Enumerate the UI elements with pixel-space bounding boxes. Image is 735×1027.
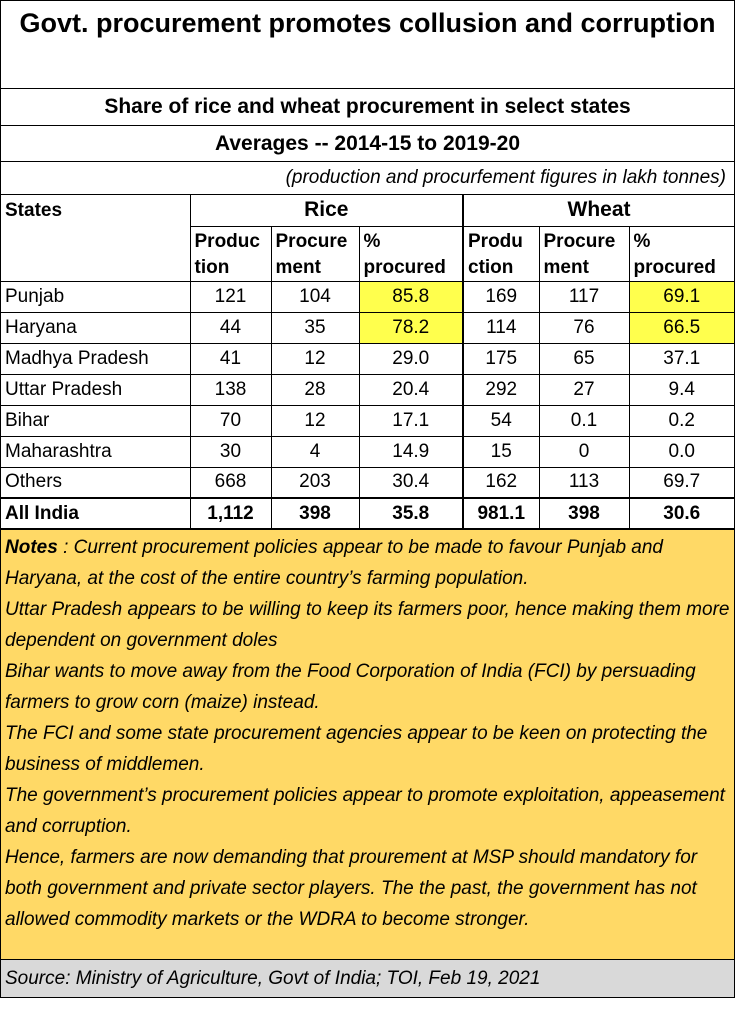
r-proc-cell: 4	[270, 436, 359, 468]
state-cell: Maharashtra	[1, 436, 190, 468]
w-prod-cell: 292	[462, 374, 539, 406]
w-proc-cell: 0.1	[538, 405, 629, 437]
r-prod-cell: 138	[189, 374, 271, 406]
header-rice-production: Produc tion	[189, 225, 271, 282]
state-cell: Punjab	[1, 281, 190, 313]
procurement-sheet: Govt. procurement promotes collusion and…	[0, 0, 735, 998]
table-row: Uttar Pradesh 138 28 20.4 292 27 9.4	[1, 374, 734, 406]
w-proc-cell: 0	[538, 436, 629, 468]
total-r-prod-cell: 1,112	[189, 497, 271, 530]
r-pct-cell: 20.4	[358, 374, 463, 406]
total-w-prod-cell: 981.1	[462, 497, 539, 530]
state-cell: Uttar Pradesh	[1, 374, 190, 406]
w-pct-cell: 66.5	[628, 312, 734, 344]
header-rice-procurement: Procure ment	[270, 225, 359, 282]
note-item: The government’s procurement policies ap…	[5, 785, 725, 837]
state-cell: Madhya Pradesh	[1, 343, 190, 375]
note-item: Bihar wants to move away from the Food C…	[5, 661, 696, 713]
table-row: Maharashtra 30 4 14.9 15 0 0.0	[1, 436, 734, 468]
header-wheat: Wheat	[462, 195, 734, 226]
header-states: States	[5, 199, 63, 221]
w-pct-cell: 69.7	[628, 467, 734, 499]
procurement-table: States Rice Wheat Produc tion Procure ment…	[1, 195, 734, 530]
r-pct-cell: 30.4	[358, 467, 463, 499]
header-rice-pct: % procured	[358, 225, 463, 282]
r-proc-cell: 28	[270, 374, 359, 406]
w-prod-cell: 54	[462, 405, 539, 437]
note-item: Hence, farmers are now demanding that pr…	[5, 847, 698, 930]
r-prod-cell: 44	[189, 312, 271, 344]
header-wheat-pct: % procured	[628, 225, 734, 282]
w-proc-cell: 65	[538, 343, 629, 375]
table-row: Haryana 44 35 78.2 114 76 66.5	[1, 312, 734, 344]
note-item: Uttar Pradesh appears to be willing to k…	[5, 599, 730, 651]
note-item: The FCI and some state procurement agenc…	[5, 723, 708, 775]
unit-note: (production and procurfement figures in …	[1, 162, 734, 195]
w-proc-cell: 113	[538, 467, 629, 499]
w-pct-cell: 69.1	[628, 281, 734, 313]
header-states-spacer	[1, 226, 190, 282]
total-r-pct-cell: 35.8	[358, 497, 463, 530]
w-proc-cell: 76	[538, 312, 629, 344]
r-pct-cell: 85.8	[358, 281, 463, 313]
w-pct-cell: 9.4	[628, 374, 734, 406]
page-title: Govt. procurement promotes collusion and…	[1, 1, 734, 89]
subtitle: Share of rice and wheat procurement in s…	[1, 89, 734, 126]
table-row: Madhya Pradesh 41 12 29.0 175 65 37.1	[1, 343, 734, 375]
header-wheat-procurement: Procure ment	[538, 225, 629, 282]
r-proc-cell: 104	[270, 281, 359, 313]
table-row: Bihar 70 12 17.1 54 0.1 0.2	[1, 405, 734, 437]
w-pct-cell: 37.1	[628, 343, 734, 375]
r-proc-cell: 203	[270, 467, 359, 499]
table-row: Others 668 203 30.4 162 113 69.7	[1, 467, 734, 499]
state-cell: Bihar	[1, 405, 190, 437]
r-pct-cell: 78.2	[358, 312, 463, 344]
r-proc-cell: 12	[270, 405, 359, 437]
w-pct-cell: 0.2	[628, 405, 734, 437]
r-prod-cell: 30	[189, 436, 271, 468]
r-pct-cell: 17.1	[358, 405, 463, 437]
total-w-proc-cell: 398	[538, 497, 629, 530]
notes-panel: Notes : Current procurement policies app…	[1, 530, 734, 959]
w-prod-cell: 169	[462, 281, 539, 313]
w-proc-cell: 117	[538, 281, 629, 313]
header-rice: Rice	[189, 195, 463, 226]
w-proc-cell: 27	[538, 374, 629, 406]
total-state-cell: All India	[1, 497, 190, 530]
w-pct-cell: 0.0	[628, 436, 734, 468]
r-prod-cell: 41	[189, 343, 271, 375]
w-prod-cell: 162	[462, 467, 539, 499]
w-prod-cell: 175	[462, 343, 539, 375]
r-prod-cell: 121	[189, 281, 271, 313]
header-wheat-production: Produ ction	[462, 225, 539, 282]
r-proc-cell: 35	[270, 312, 359, 344]
note-first: Notes : Current procurement policies app…	[5, 537, 663, 589]
state-cell: Others	[1, 467, 190, 499]
notes-lead: Notes	[5, 537, 58, 558]
r-pct-cell: 14.9	[358, 436, 463, 468]
state-cell: Haryana	[1, 312, 190, 344]
w-prod-cell: 15	[462, 436, 539, 468]
w-prod-cell: 114	[462, 312, 539, 344]
total-r-proc-cell: 398	[270, 497, 359, 530]
r-pct-cell: 29.0	[358, 343, 463, 375]
total-w-pct-cell: 30.6	[628, 497, 734, 530]
r-prod-cell: 668	[189, 467, 271, 499]
total-row: All India 1,112 398 35.8 981.1 398 30.6	[1, 497, 734, 530]
table-row: Punjab 121 104 85.8 169 117 69.1	[1, 281, 734, 313]
source-line: Source: Ministry of Agriculture, Govt of…	[1, 959, 734, 997]
r-proc-cell: 12	[270, 343, 359, 375]
r-prod-cell: 70	[189, 405, 271, 437]
period-label: Averages -- 2014-15 to 2019-20	[1, 126, 734, 162]
